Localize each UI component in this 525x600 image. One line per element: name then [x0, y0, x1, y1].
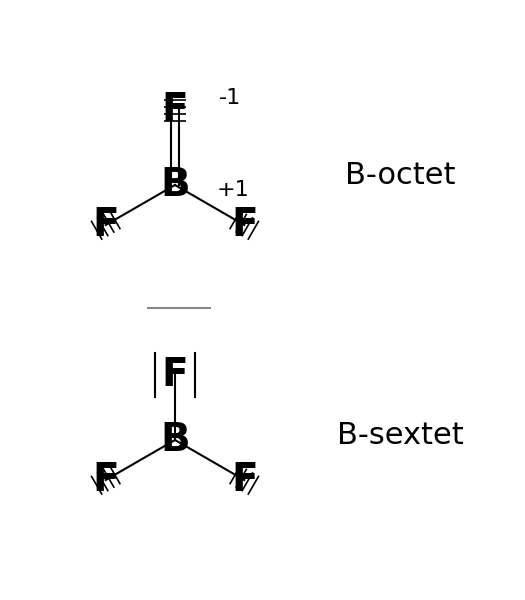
- Text: B-octet: B-octet: [345, 160, 455, 190]
- Text: F: F: [162, 91, 188, 129]
- Text: B: B: [160, 421, 190, 459]
- Text: +1: +1: [217, 180, 249, 200]
- Text: F: F: [92, 206, 119, 244]
- Text: -1: -1: [219, 88, 241, 108]
- Text: F: F: [92, 461, 119, 499]
- Text: F: F: [231, 206, 258, 244]
- Text: B-sextet: B-sextet: [337, 421, 464, 449]
- Text: F: F: [231, 461, 258, 499]
- Text: B: B: [160, 166, 190, 204]
- Text: F: F: [162, 356, 188, 394]
